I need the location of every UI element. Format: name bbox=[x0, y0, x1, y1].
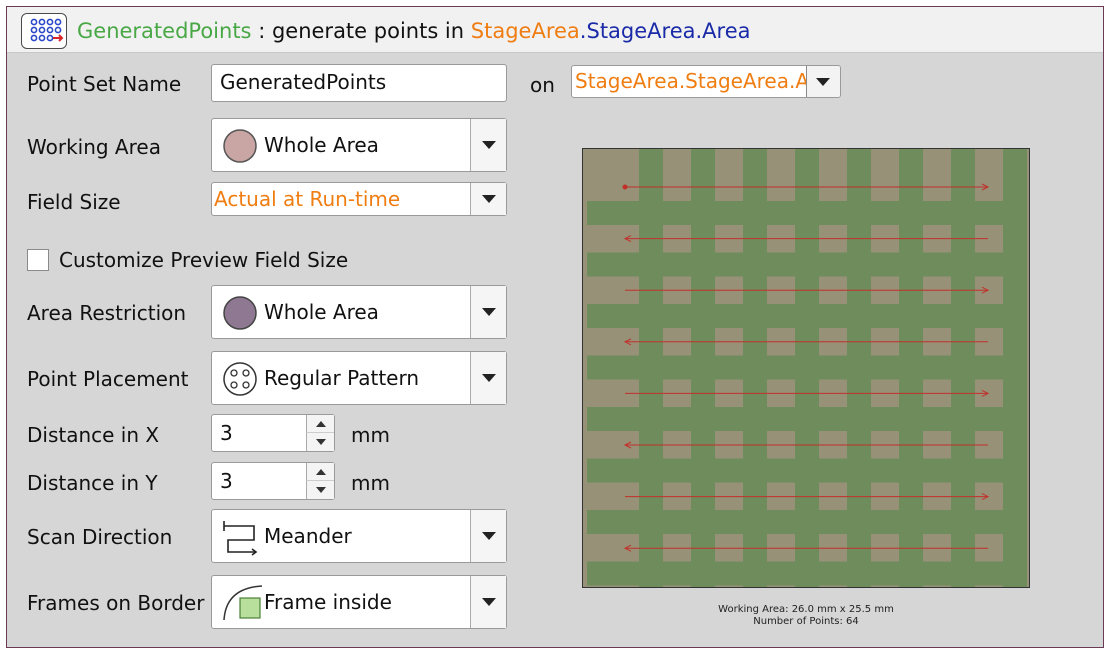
scan-arrow-icon bbox=[623, 338, 632, 346]
title-set-name: GeneratedPoints bbox=[77, 19, 252, 43]
meander-icon bbox=[223, 521, 258, 556]
point-set-name-label: Point Set Name bbox=[27, 72, 182, 96]
target-area-dropdown-button[interactable] bbox=[806, 66, 840, 97]
field-size-select[interactable]: Actual at Run-time bbox=[211, 182, 507, 216]
point-placement-label: Point Placement bbox=[27, 367, 189, 391]
scan-arrow-icon bbox=[623, 441, 632, 449]
working-area-select[interactable]: Whole Area bbox=[211, 118, 507, 172]
chevron-down-icon bbox=[816, 78, 830, 86]
scan-arrow-icon bbox=[981, 493, 990, 501]
area-restriction-select[interactable]: Whole Area bbox=[211, 285, 507, 339]
point-set-name-input[interactable]: GeneratedPoints bbox=[211, 64, 507, 102]
target-area-select[interactable]: StageArea.StageArea.Ar bbox=[571, 65, 841, 98]
title-description: generate points in bbox=[271, 19, 465, 43]
title-area-part2: StageArea.Area bbox=[586, 19, 751, 43]
distance-x-unit: mm bbox=[351, 423, 390, 447]
scan-direction-select[interactable]: Meander bbox=[211, 509, 507, 563]
distance-x-stepper[interactable]: 3 bbox=[211, 414, 335, 452]
scan-direction-value: Meander bbox=[264, 524, 352, 548]
field-row bbox=[587, 252, 1025, 277]
working-area-dropdown-button[interactable] bbox=[470, 119, 506, 171]
area-restriction-label: Area Restriction bbox=[27, 301, 187, 325]
scan-arrow-icon bbox=[623, 235, 632, 243]
distance-x-increment-button[interactable] bbox=[306, 415, 334, 433]
circle-swatch-icon bbox=[223, 296, 257, 330]
field-row bbox=[587, 355, 1025, 380]
field-row bbox=[587, 304, 1025, 328]
scan-arrow-icon bbox=[981, 286, 990, 294]
scan-start-point bbox=[622, 184, 628, 190]
frames-on-border-value: Frame inside bbox=[264, 590, 392, 614]
frames-on-border-label: Frames on Border bbox=[27, 591, 205, 615]
field-row bbox=[587, 407, 1025, 431]
scan-direction-dropdown-button[interactable] bbox=[470, 510, 506, 562]
scan-arrow-icon bbox=[981, 389, 990, 397]
title-separator: : bbox=[258, 19, 266, 43]
frames-on-border-dropdown-button[interactable] bbox=[470, 576, 506, 628]
working-area-label: Working Area bbox=[27, 135, 161, 159]
field-row bbox=[587, 458, 1025, 483]
area-restriction-dropdown-button[interactable] bbox=[470, 286, 506, 338]
area-restriction-value: Whole Area bbox=[264, 300, 379, 324]
field-row bbox=[587, 201, 1025, 225]
working-area-value: Whole Area bbox=[264, 133, 379, 157]
field-size-label: Field Size bbox=[27, 190, 121, 214]
scan-arrow-icon bbox=[623, 544, 632, 552]
customize-preview-checkbox[interactable] bbox=[27, 249, 49, 271]
panel-header: GeneratedPoints : generate points in Sta… bbox=[7, 7, 1103, 53]
distance-x-value: 3 bbox=[220, 421, 233, 445]
point-placement-dropdown-button[interactable] bbox=[470, 352, 506, 404]
field-row bbox=[587, 561, 1025, 586]
distance-y-unit: mm bbox=[351, 471, 390, 495]
point-placement-value: Regular Pattern bbox=[264, 366, 420, 390]
distance-y-stepper[interactable]: 3 bbox=[211, 462, 335, 500]
field-size-dropdown-button[interactable] bbox=[470, 183, 506, 215]
distance-x-decrement-button[interactable] bbox=[306, 433, 334, 451]
customize-preview-label: Customize Preview Field Size bbox=[59, 248, 349, 272]
point-grid-preview bbox=[582, 148, 1030, 588]
regular-pattern-icon bbox=[223, 362, 257, 396]
target-area-value: StageArea.StageArea.Ar bbox=[575, 69, 818, 93]
distance-y-value: 3 bbox=[220, 469, 233, 493]
on-label: on bbox=[530, 73, 555, 97]
panel-title: GeneratedPoints : generate points in Sta… bbox=[77, 19, 751, 43]
field-row bbox=[587, 510, 1025, 534]
distance-y-label: Distance in Y bbox=[27, 471, 158, 495]
title-area-part1: StageArea bbox=[470, 19, 580, 43]
scan-arrow-icon bbox=[981, 183, 990, 191]
field-size-value: Actual at Run-time bbox=[214, 187, 401, 211]
distance-y-increment-button[interactable] bbox=[306, 463, 334, 481]
preview-canvas bbox=[587, 149, 1027, 587]
point-placement-select[interactable]: Regular Pattern bbox=[211, 351, 507, 405]
point-grid-icon bbox=[21, 13, 67, 49]
distance-x-label: Distance in X bbox=[27, 423, 160, 447]
distance-y-decrement-button[interactable] bbox=[306, 481, 334, 499]
number-of-points-caption: Number of Points: 64 bbox=[753, 616, 859, 627]
working-area-caption: Working Area: 26.0 mm x 25.5 mm bbox=[718, 604, 894, 615]
scan-direction-label: Scan Direction bbox=[27, 525, 173, 549]
title-area-dot: . bbox=[579, 19, 587, 43]
frames-on-border-select[interactable]: Frame inside bbox=[211, 575, 507, 629]
circle-swatch-icon bbox=[223, 129, 257, 163]
generate-points-panel: GeneratedPoints : generate points in Sta… bbox=[6, 6, 1104, 648]
frame-inside-icon bbox=[223, 585, 263, 621]
